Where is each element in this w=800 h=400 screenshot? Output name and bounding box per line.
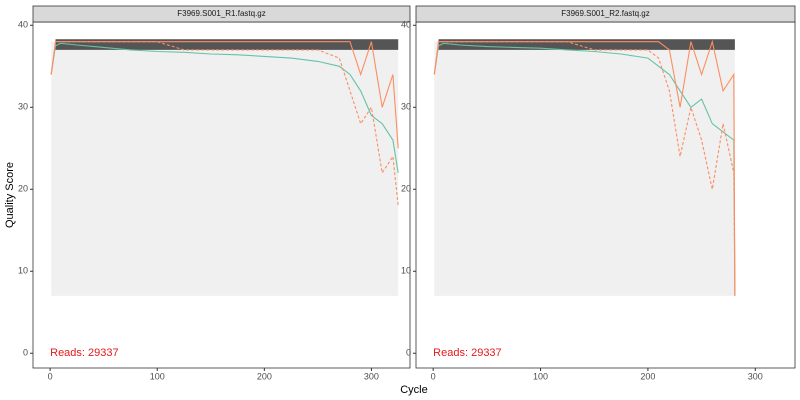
- x-tick-label: 200: [257, 371, 272, 381]
- x-axis-label: Cycle: [400, 384, 428, 396]
- y-tick-label: 20: [401, 184, 411, 194]
- x-tick-label: 100: [150, 371, 165, 381]
- heatmap-top-band: [55, 39, 399, 50]
- y-tick-label: 20: [18, 184, 28, 194]
- x-tick-label: 0: [48, 371, 53, 381]
- x-tick-label: 100: [533, 371, 548, 381]
- strip: [32, 5, 411, 23]
- series-line: [50, 42, 399, 173]
- heatmap-area: [51, 41, 399, 296]
- strip-title: F3969.S001_R2.fastq.gz: [561, 9, 650, 18]
- x-tick-label: 300: [364, 371, 379, 381]
- y-tick-label: 30: [401, 102, 411, 112]
- series-line: [433, 41, 736, 296]
- y-tick-label: 10: [401, 266, 411, 276]
- reads-annotation: Reads: 29337: [50, 347, 119, 359]
- x-tick-label: 200: [640, 371, 655, 381]
- series-line: [433, 42, 736, 296]
- y-tick-label: 0: [23, 348, 28, 358]
- series-line: [50, 41, 399, 149]
- y-tick-label: 0: [406, 348, 411, 358]
- strip: [415, 5, 796, 23]
- reads-annotation: Reads: 29337: [433, 347, 502, 359]
- y-axis-label: Quality Score: [4, 162, 16, 228]
- series-line: [433, 39, 736, 296]
- y-tick-label: 40: [18, 20, 28, 30]
- heatmap-area: [434, 41, 735, 296]
- x-tick-label: 300: [748, 371, 763, 381]
- y-tick-label: 10: [18, 266, 28, 276]
- heatmap-top-band: [438, 39, 735, 50]
- x-tick-label: 0: [431, 371, 436, 381]
- strip-title: F3969.S001_R1.fastq.gz: [177, 9, 266, 18]
- y-tick-label: 30: [18, 102, 28, 112]
- y-tick-label: 40: [401, 20, 411, 30]
